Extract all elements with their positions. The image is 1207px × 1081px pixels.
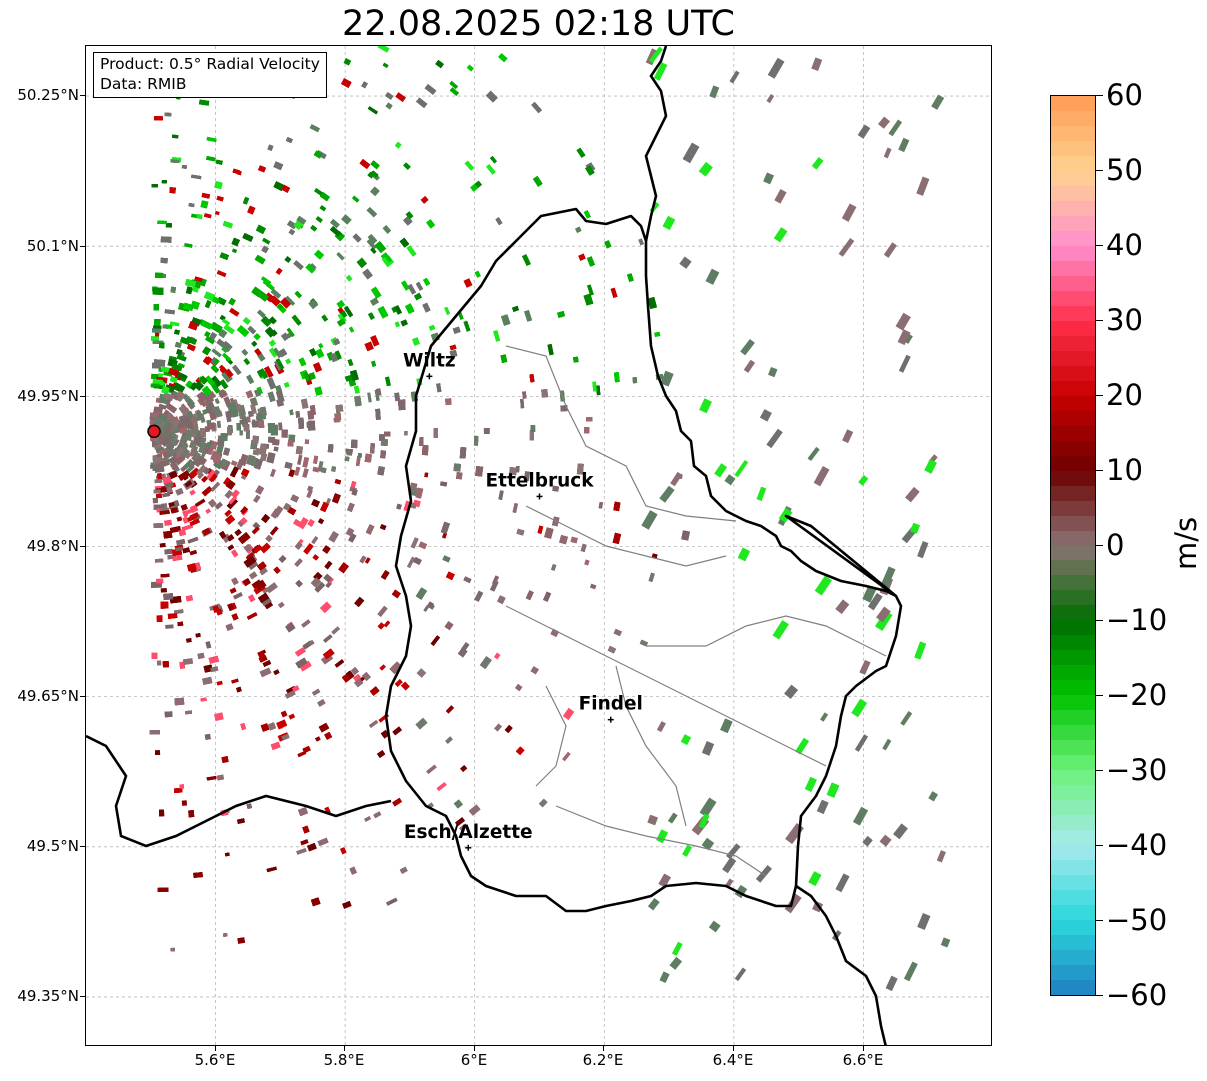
echo-cell: [181, 800, 188, 806]
echo-cell: [589, 583, 597, 590]
radar-echoes: [148, 46, 951, 992]
echo-cell: [247, 325, 257, 335]
map-title: 22.08.2025 02:18 UTC: [342, 4, 735, 44]
echo-cell: [423, 604, 430, 613]
echo-cell: [150, 336, 160, 341]
radar-map[interactable]: Wiltz Ettelbruck Findel Esch/Alzette: [85, 45, 992, 1046]
echo-cell: [586, 284, 594, 296]
echo-cell: [466, 64, 474, 72]
echo-cell: [249, 397, 259, 407]
echo-cell: [345, 274, 353, 282]
echo-cell: [367, 392, 372, 403]
echo-cell: [160, 588, 167, 593]
echo-cell: [165, 624, 174, 629]
echo-cell: [297, 454, 303, 466]
echo-cell: [214, 210, 220, 216]
echo-cell: [204, 330, 211, 338]
echo-cell: [394, 392, 401, 402]
echo-cell: [426, 764, 437, 775]
